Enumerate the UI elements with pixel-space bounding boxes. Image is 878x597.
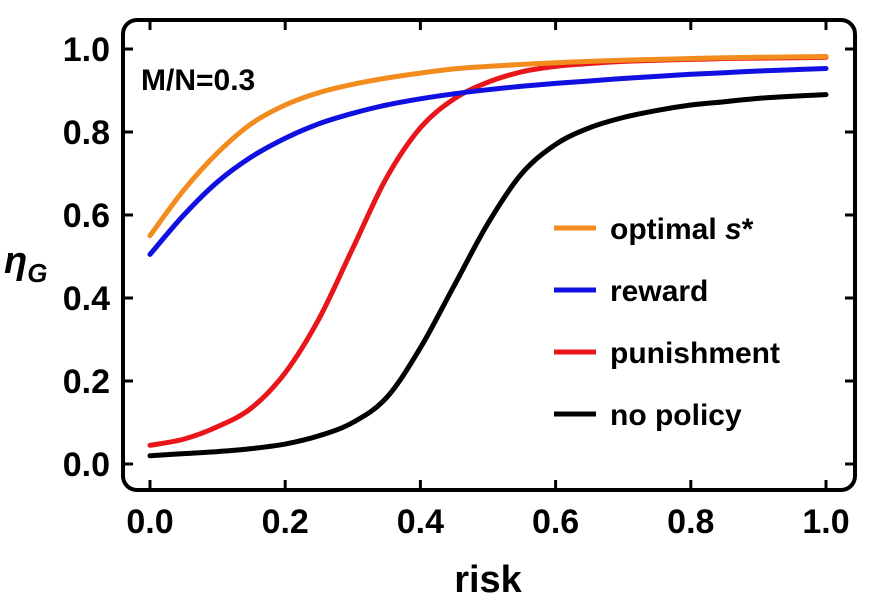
legend-label: optimal s*	[610, 213, 754, 246]
legend-label: no policy	[610, 399, 742, 432]
y-axis-title-sub: G	[27, 258, 47, 288]
legend-item-optimal-s: optimal s*	[554, 213, 754, 246]
x-tick-label: 0.2	[262, 503, 309, 541]
plot-frame	[121, 18, 857, 492]
y-axis-title: ηG	[4, 240, 47, 288]
legend-item-reward: reward	[554, 275, 708, 308]
x-axis-title: risk	[454, 559, 522, 597]
x-tick-label: 0.8	[667, 503, 714, 541]
y-axis-title-main: η	[4, 240, 27, 282]
x-tick-label: 0.4	[397, 503, 444, 541]
legend-label: punishment	[610, 337, 780, 370]
series-line-punishment	[147, 54, 829, 448]
series-line-no-policy	[147, 92, 829, 459]
series-line-reward	[147, 66, 829, 257]
y-tick-label: 0.6	[63, 197, 110, 235]
legend-item-no-policy: no policy	[554, 399, 742, 432]
legend-item-punishment: punishment	[554, 337, 780, 370]
y-tick-label: 0.2	[63, 363, 110, 401]
tick-labels: 0.0 0.2 0.4 0.6 0.8 1.0 0.0 0.2 0.4 0.6 0.8 1.0	[63, 31, 850, 541]
axis-ticks	[123, 20, 855, 490]
x-tick-label: 0.0	[126, 503, 173, 541]
legend-label: reward	[610, 275, 708, 308]
x-tick-label: 0.6	[532, 503, 579, 541]
x-tick-label: 1.0	[802, 503, 849, 541]
y-tick-label: 0.4	[63, 280, 110, 318]
annotation-text: M/N=0.3	[141, 64, 255, 97]
series-lines	[147, 54, 829, 459]
legend: optimal s* reward punishment no policy	[554, 213, 780, 432]
y-tick-label: 0.8	[63, 114, 110, 152]
y-tick-label: 1.0	[63, 31, 110, 69]
series-line-optimal-s	[147, 54, 829, 239]
y-tick-label: 0.0	[63, 446, 110, 484]
